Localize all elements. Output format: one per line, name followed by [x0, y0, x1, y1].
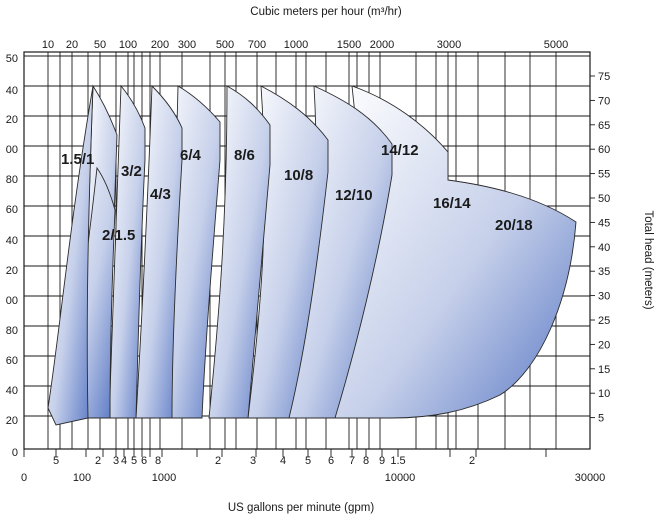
left-tick-label: 20: [6, 265, 18, 277]
left-tick-label: 50: [6, 53, 18, 65]
right-tick-label: 50: [598, 193, 610, 205]
left-tick-label: 0: [12, 447, 18, 459]
bottom-minor-label: 5: [131, 455, 137, 467]
bottom-minor-label: 2: [215, 455, 221, 467]
right-tick-label: 20: [598, 339, 610, 351]
top-tick-label: 5000: [544, 39, 568, 51]
top-tick-label: 3000: [437, 39, 461, 51]
bottom-tick-label: 0: [21, 472, 27, 484]
bottom-minor-label: 9: [379, 455, 385, 467]
pump-size-label: 20/18: [495, 217, 533, 234]
right-tick-label: 10: [598, 388, 610, 400]
bottom-minor-label: 4: [121, 455, 127, 467]
bottom-minor-label: 5: [305, 455, 311, 467]
left-tick-label: 00: [6, 295, 18, 307]
right-tick-label: 70: [598, 95, 610, 107]
bottom-minor-label: 8: [363, 455, 369, 467]
pump-size-label: 8/6: [234, 147, 255, 164]
plot-frame: [23, 51, 591, 450]
pump-envelope: [47, 85, 94, 426]
pump-size-label: 10/8: [284, 167, 313, 184]
pump-envelope: [135, 84, 183, 419]
bottom-tick-label: 30000: [575, 472, 606, 484]
pump-shapes: [47, 84, 577, 426]
left-tick-label: 40: [6, 385, 18, 397]
left-tick-label: 80: [6, 325, 18, 337]
top-tick-label: 50: [94, 39, 106, 51]
right-tick-label: 55: [598, 169, 610, 181]
bottom-minor-label: 1.5: [390, 455, 405, 467]
right-tick-label: 40: [598, 242, 610, 254]
pump-size-label: 1.5/1: [61, 151, 94, 168]
pump-size-label: 16/14: [433, 195, 471, 212]
left-tick-label: 00: [6, 144, 18, 156]
left-tick-label: 80: [6, 174, 18, 186]
pump-size-label: 12/10: [335, 187, 373, 204]
bottom-tick-label: 1000: [152, 472, 176, 484]
left-tick-label: 40: [6, 235, 18, 247]
pump-size-label: 2/1.5: [102, 227, 135, 244]
right-tick-label: 25: [598, 315, 610, 327]
right-tick-label: 5: [598, 413, 604, 425]
top-tick-label: 100: [119, 39, 137, 51]
left-tick-label: 40: [6, 85, 18, 97]
pump-size-label: 6/4: [180, 147, 202, 164]
right-tick-label: 45: [598, 217, 610, 229]
pump-size-label: 4/3: [150, 186, 171, 203]
bottom-minor-label: 6: [141, 455, 147, 467]
bottom-minor-label: 7: [349, 455, 355, 467]
top-tick-label: 500: [216, 39, 234, 51]
right-tick-label: 35: [598, 266, 610, 278]
top-tick-label: 300: [178, 39, 196, 51]
right-tick-label: 75: [598, 71, 610, 83]
bottom-tick-label: 100: [73, 472, 91, 484]
pump-envelope: [108, 84, 146, 419]
bottom-minor-label: 4: [280, 455, 286, 467]
top-tick-label: 1500: [337, 39, 361, 51]
pump-envelope: [208, 85, 271, 419]
bottom-minor-label: 5: [53, 455, 59, 467]
bottom-minor-label: 2: [95, 455, 101, 467]
top-tick-label: 10: [42, 39, 54, 51]
bottom-minor-label: 2: [469, 455, 475, 467]
right-tick-label: 30: [598, 291, 610, 303]
pump-labels: 1.5/1 2/1.5 3/2 4/3 6/4 8/6 10/8 12/10 14/12 16/1…: [61, 142, 533, 244]
top-axis-title: Cubic meters per hour (m³/hr): [250, 6, 402, 18]
top-tick-label: 200: [151, 39, 169, 51]
top-tick-label: 700: [248, 39, 266, 51]
top-tick-label: 20: [66, 39, 78, 51]
top-tick-label: 2000: [370, 39, 394, 51]
right-tick-label: 60: [598, 144, 610, 156]
pump-size-label: 14/12: [381, 142, 419, 159]
bottom-minor-label: 3: [113, 455, 119, 467]
left-tick-label: 20: [6, 114, 18, 126]
right-axis-title: Total head (meters): [642, 210, 654, 309]
bottom-minor-label: 3: [250, 455, 256, 467]
bottom-minor-label: 6: [328, 455, 334, 467]
left-tick-label: 20: [6, 415, 18, 427]
pump-size-label: 3/2: [121, 163, 142, 180]
bottom-axis-title: US gallons per minute (gpm): [228, 502, 375, 514]
right-tick-label: 65: [598, 120, 610, 132]
top-tick-label: 1000: [284, 39, 308, 51]
bottom-minor-label: 8: [155, 455, 161, 467]
left-tick-label: 60: [6, 204, 18, 216]
left-tick-label: 60: [6, 355, 18, 367]
bottom-tick-label: 10000: [385, 472, 416, 484]
right-tick-label: 15: [598, 364, 610, 376]
